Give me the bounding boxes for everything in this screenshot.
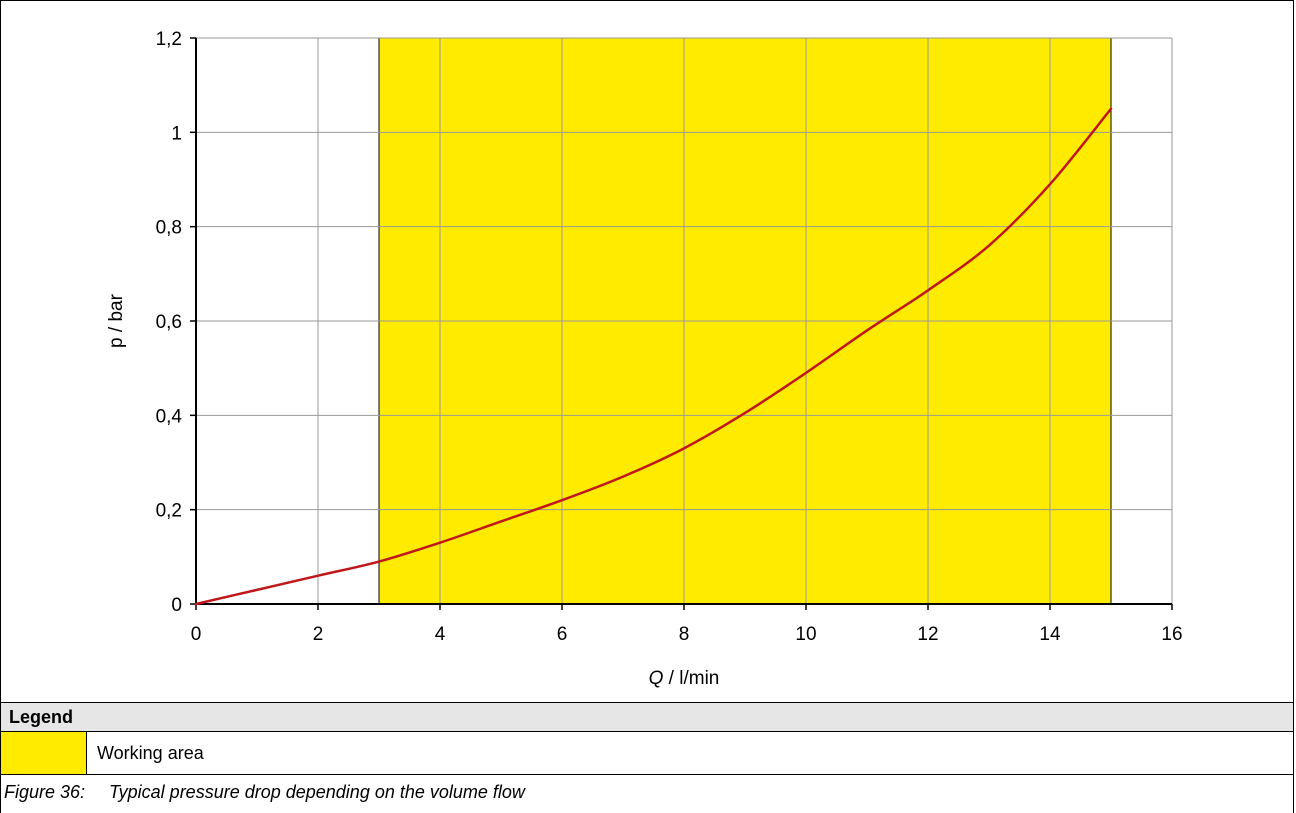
y-tick-label: 1,2 <box>156 29 182 50</box>
x-tick-label: 14 <box>1039 624 1061 645</box>
x-tick-label: 6 <box>557 624 568 645</box>
legend-row-working-area: Working area <box>0 731 1294 775</box>
y-tick-label: 0 <box>171 595 182 616</box>
y-tick-label: 0,8 <box>156 218 182 239</box>
x-tick-label: 0 <box>191 624 202 645</box>
figure-caption: Figure 36: Typical pressure drop dependin… <box>0 774 1294 813</box>
x-tick-label: 10 <box>795 624 816 645</box>
y-tick-label: 0,2 <box>156 501 182 522</box>
legend-header: Legend <box>0 702 1294 732</box>
y-tick-label: 0,4 <box>156 406 183 427</box>
y-tick-label: 1 <box>171 123 182 144</box>
legend-swatch-working-area <box>1 732 87 774</box>
x-tick-label: 2 <box>313 624 324 645</box>
x-axis-label-variable: Q <box>649 668 664 689</box>
pressure-drop-chart: 0 2 4 6 8 10 12 14 16 0 0,2 0,4 0,6 0,8 1 1,2 Q / l/min p… <box>106 29 1183 689</box>
legend-label-working-area: Working area <box>97 743 204 763</box>
pressure-curve <box>194 107 1113 606</box>
x-axis-label: Q / l/min <box>649 668 720 689</box>
x-tick-label: 8 <box>679 624 690 645</box>
caption-number: Figure 36: <box>4 782 86 802</box>
caption-text: Typical pressure drop depending on the v… <box>109 782 525 802</box>
x-tick-label: 12 <box>917 624 938 645</box>
x-axis-label-unit: / l/min <box>663 668 719 689</box>
x-tick-label: 4 <box>435 624 446 645</box>
x-tick-label: 16 <box>1161 624 1182 645</box>
y-tick-label: 0,6 <box>156 312 182 333</box>
y-axis-label: p / bar <box>106 293 127 348</box>
